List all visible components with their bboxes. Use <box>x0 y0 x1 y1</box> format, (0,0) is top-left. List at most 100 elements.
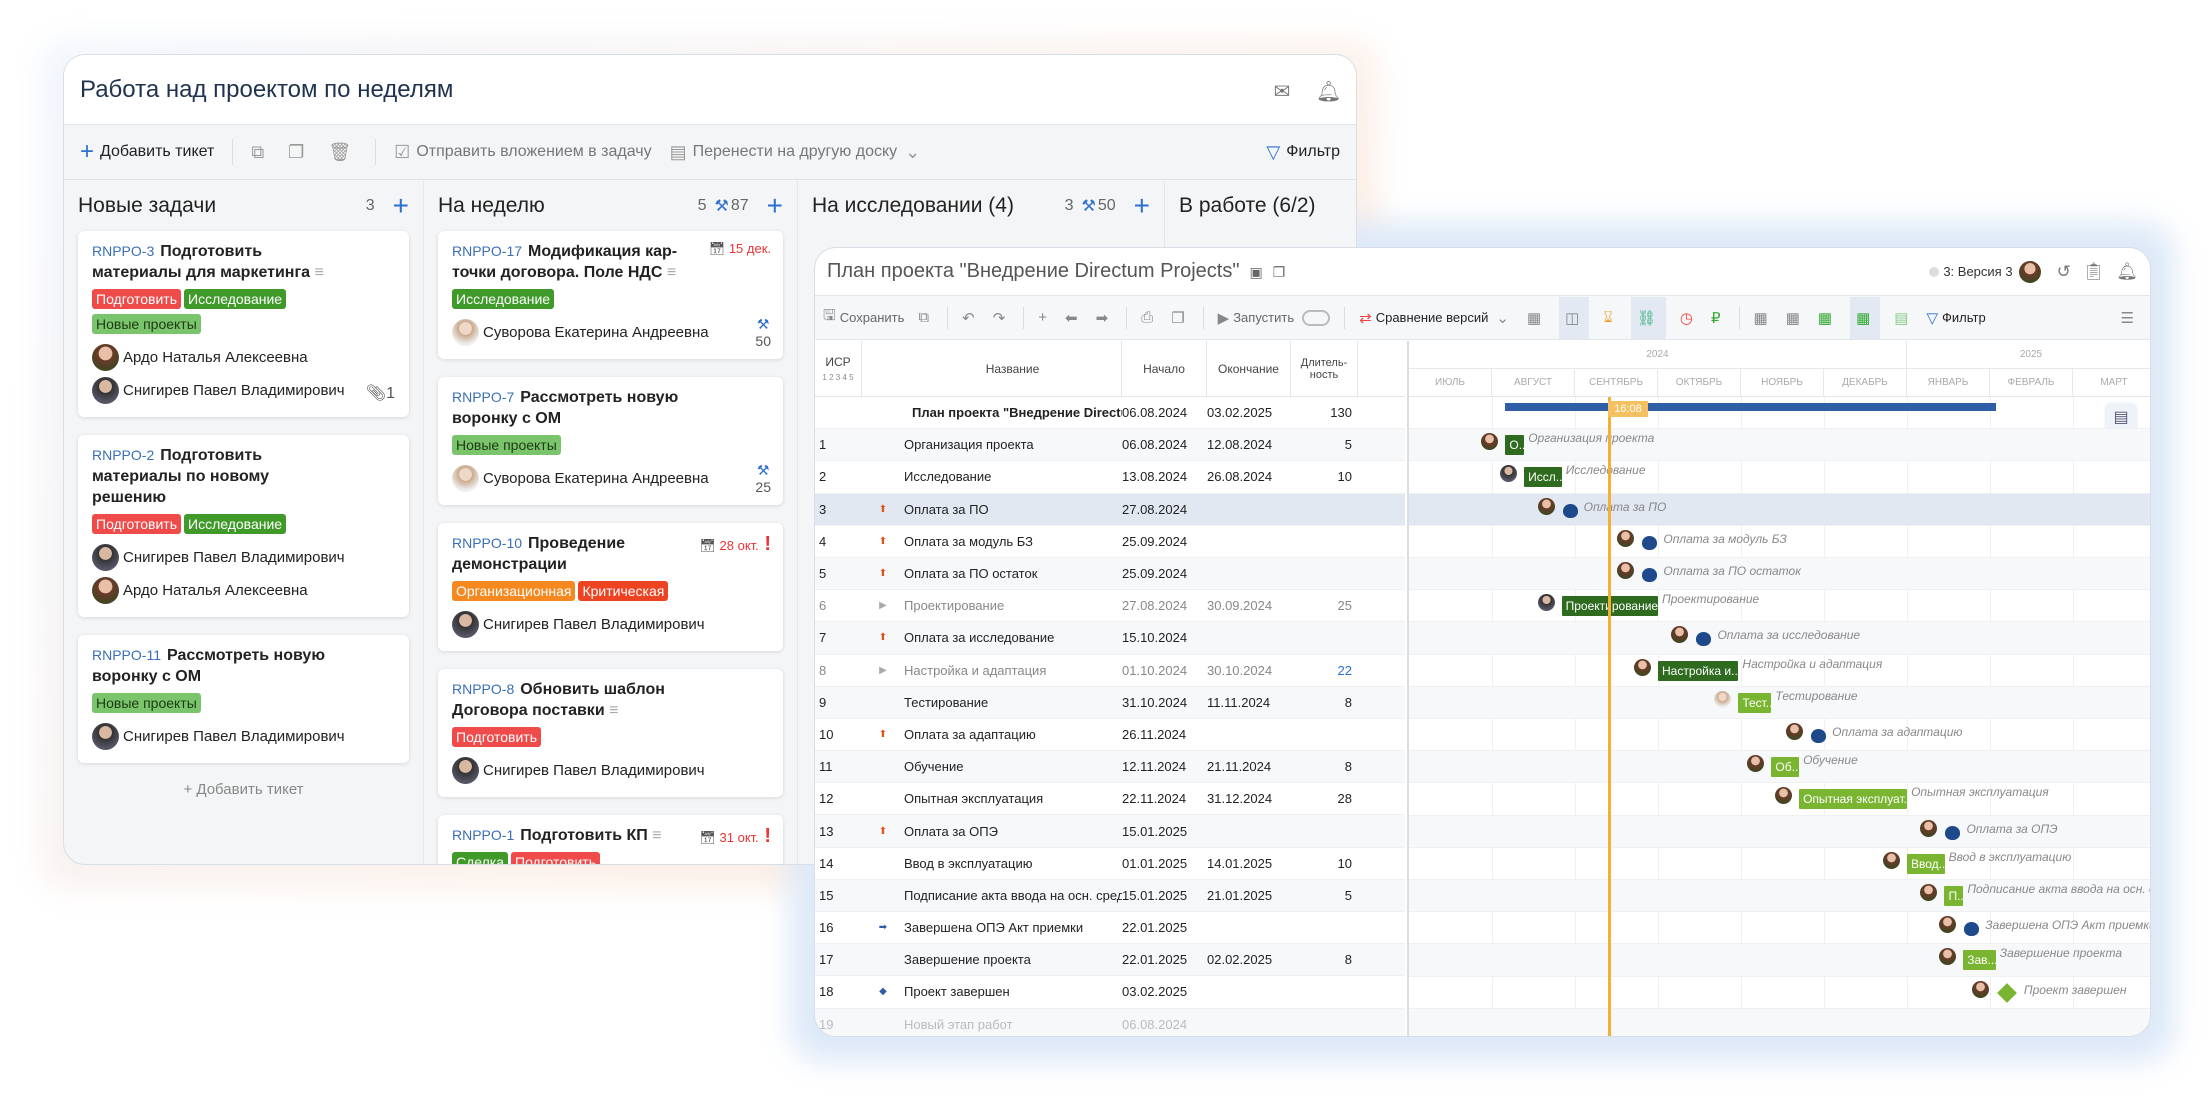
copy-icon[interactable]: ❐ <box>1272 264 1286 280</box>
baseline-button[interactable]: ◫ <box>1559 296 1590 339</box>
money-bag-icon[interactable] <box>1810 723 1827 743</box>
money-bag-icon[interactable] <box>1641 562 1658 582</box>
ticket-id[interactable]: RNPPO-3 <box>92 243 155 259</box>
header-wbs[interactable]: ИСР 1 2 3 4 5 <box>815 341 862 396</box>
clear-view-button[interactable]: ▦ <box>1754 309 1772 327</box>
avatar[interactable] <box>2018 260 2041 283</box>
task-bar[interactable]: Зав... <box>1963 950 1996 971</box>
side-panel-button[interactable]: ▤ <box>2106 403 2136 433</box>
table-row[interactable]: 10 ⬆ Оплата за адаптацию 26.11.2024 <box>815 719 1405 752</box>
ticket-card[interactable]: RNPPO-3 Подготовить материалы для маркети… <box>78 231 409 417</box>
wbs-level-selector[interactable]: 1 2 3 4 5 <box>822 373 854 382</box>
table-row[interactable]: 15 Подписание акта ввода на осн. средства… <box>815 879 1405 912</box>
outdent-button[interactable]: ⬅ <box>1065 309 1082 327</box>
tag[interactable]: Новые проекты <box>92 314 201 334</box>
table-row[interactable]: 1 Организация проекта 06.08.2024 12.08.2024… <box>815 429 1405 462</box>
tag[interactable]: Исследование <box>184 514 287 534</box>
duplicate-button[interactable]: ❐ <box>288 142 310 163</box>
bell-icon[interactable]: 🔔︎ <box>1316 80 1342 103</box>
copy-add-button[interactable]: ⧉ <box>918 309 933 326</box>
task-bar[interactable]: Ввод... <box>1907 853 1945 874</box>
filter-button[interactable]: ▽ Фильтр <box>1266 142 1340 163</box>
ticket-id[interactable]: RNPPO-1 <box>452 827 515 843</box>
add-ticket-button[interactable]: + Добавить тикет <box>80 138 214 166</box>
tag[interactable]: Новые проекты <box>452 435 561 455</box>
tag[interactable]: Критическая <box>578 581 669 601</box>
ticket-id[interactable]: RNPPO-17 <box>452 243 523 259</box>
summary-bar[interactable] <box>1505 403 1996 411</box>
export-button[interactable]: ❐ <box>1171 309 1188 327</box>
deadline-button[interactable]: ◷ <box>1680 309 1697 327</box>
table-row[interactable]: 3 ⬆ Оплата за ПО 27.08.2024 <box>815 493 1405 526</box>
table-row[interactable]: 12 Опытная эксплуатация 22.11.2024 31.12.20… <box>815 783 1405 816</box>
task-bar[interactable]: Настройка и... <box>1658 660 1739 681</box>
send-attachment-button[interactable]: ☑ Отправить вложением в задачу <box>394 142 651 163</box>
table-row[interactable]: 11 Обучение 12.11.2024 21.11.2024 8 <box>815 751 1405 784</box>
run-toggle[interactable] <box>1302 309 1331 326</box>
table-row[interactable]: 17 Завершение проекта 22.01.2025 02.02.2025… <box>815 944 1405 977</box>
table-row[interactable]: 7 ⬆ Оплата за исследование 15.10.2024 <box>815 622 1405 655</box>
money-bag-icon[interactable] <box>1562 498 1578 518</box>
view1-button[interactable]: ▦ <box>1786 309 1804 327</box>
version-selector[interactable]: 3: Версия 3 <box>1943 264 2013 279</box>
tag[interactable]: Исследование <box>184 289 287 309</box>
undo-button[interactable]: ↶ <box>962 309 979 327</box>
table-row[interactable]: 13 ⬆ Оплата за ОПЭ 15.01.2025 <box>815 815 1405 848</box>
tag[interactable]: Подготовить <box>92 289 181 309</box>
table-row[interactable]: 2 Исследование 13.08.2024 26.08.2024 10 <box>815 461 1405 494</box>
ticket-id[interactable]: RNPPO-11 <box>92 647 161 663</box>
task-bar[interactable]: Тест... <box>1738 692 1772 713</box>
add-ticket-link[interactable]: + Добавить тикет <box>183 781 304 798</box>
tag[interactable]: Организационная <box>452 581 576 601</box>
header-duration[interactable]: Длитель-ность <box>1291 341 1358 396</box>
header-name[interactable]: Название <box>904 341 1122 396</box>
ticket-id[interactable]: RNPPO-8 <box>452 681 515 697</box>
header-end[interactable]: Окончание <box>1207 341 1291 396</box>
indent-button[interactable]: ➡ <box>1096 309 1113 327</box>
tag[interactable]: Новые проекты <box>92 693 201 713</box>
view3-button[interactable]: ▦ <box>1850 296 1881 339</box>
expand-icon[interactable]: ▶ <box>879 600 887 612</box>
tag[interactable]: Сделка <box>452 852 508 864</box>
tag[interactable]: Исследование <box>452 289 555 309</box>
view4-button[interactable]: ▤ <box>1894 309 1912 327</box>
ticket-card[interactable]: RNPPO-2 Подготовить материалы по новому р… <box>78 435 409 617</box>
tag[interactable]: Подготовить <box>92 514 181 534</box>
delete-button[interactable]: 🗑︎ <box>328 142 357 163</box>
table-row[interactable]: 14 Ввод в эксплуатацию 01.01.2025 14.01.202… <box>815 848 1405 880</box>
money-bag-icon[interactable] <box>1944 820 1961 840</box>
table-row[interactable]: 8 ▶ Настройка и адаптация 01.10.2024 30.10.2… <box>815 655 1405 687</box>
settings-button[interactable]: ☰ <box>2121 309 2138 327</box>
task-bar[interactable]: Об... <box>1771 757 1800 778</box>
print-button[interactable]: ⎙ <box>1141 309 1157 326</box>
money-bag-icon[interactable] <box>1641 530 1658 550</box>
task-bar[interactable]: П... <box>1944 886 1964 906</box>
add-row-button[interactable]: + <box>1038 309 1051 326</box>
header-start[interactable]: Начало <box>1122 341 1207 396</box>
tag[interactable]: Подготовить <box>452 727 541 747</box>
calendar-button[interactable]: ▦ <box>1527 309 1545 327</box>
run-button[interactable]: ▶ Запустить <box>1218 309 1331 327</box>
tag[interactable]: Подготовить <box>511 852 600 864</box>
clipboard-clock-icon[interactable]: 📋︎ <box>2082 261 2105 281</box>
filter-button[interactable]: ▽ Фильтр <box>1926 309 1985 327</box>
ticket-card[interactable]: RNPPO-1 Подготовить КП ≡ 📅︎ 31 окт. ! Сделк… <box>438 815 783 864</box>
add-card-button[interactable]: + <box>392 190 409 221</box>
ticket-card[interactable]: RNPPO-10 Проведение демонстрации 📅︎ 28 окт… <box>438 523 783 651</box>
ticket-card[interactable]: RNPPO-8 Обновить шаблон Договора поставки… <box>438 669 783 797</box>
hourglass-button[interactable]: ⌛︎ <box>1603 309 1616 326</box>
table-row[interactable]: 9 Тестирование 31.10.2024 11.11.2024 8 <box>815 686 1405 719</box>
add-card-button[interactable]: + <box>766 190 783 221</box>
table-row[interactable]: 5 ⬆ Оплата за ПО остаток 25.09.2024 <box>815 557 1405 591</box>
ticket-id[interactable]: RNPPO-2 <box>92 447 155 463</box>
expand-icon[interactable]: ▶ <box>879 664 887 676</box>
links-button[interactable]: ⛓ <box>1630 296 1666 339</box>
cost-button[interactable]: ₽ <box>1711 309 1725 327</box>
attachments[interactable]: 📎︎1 <box>366 383 395 403</box>
bell-icon[interactable]: 🔔︎ <box>2116 261 2138 281</box>
money-bag-icon[interactable] <box>1695 626 1712 647</box>
copy-button[interactable]: ⧉ <box>251 142 270 163</box>
redo-button[interactable]: ↷ <box>993 309 1010 327</box>
add-card-button[interactable]: + <box>1133 190 1150 221</box>
table-row[interactable]: 19 Новый этап работ 06.08.2024 <box>815 1008 1405 1036</box>
